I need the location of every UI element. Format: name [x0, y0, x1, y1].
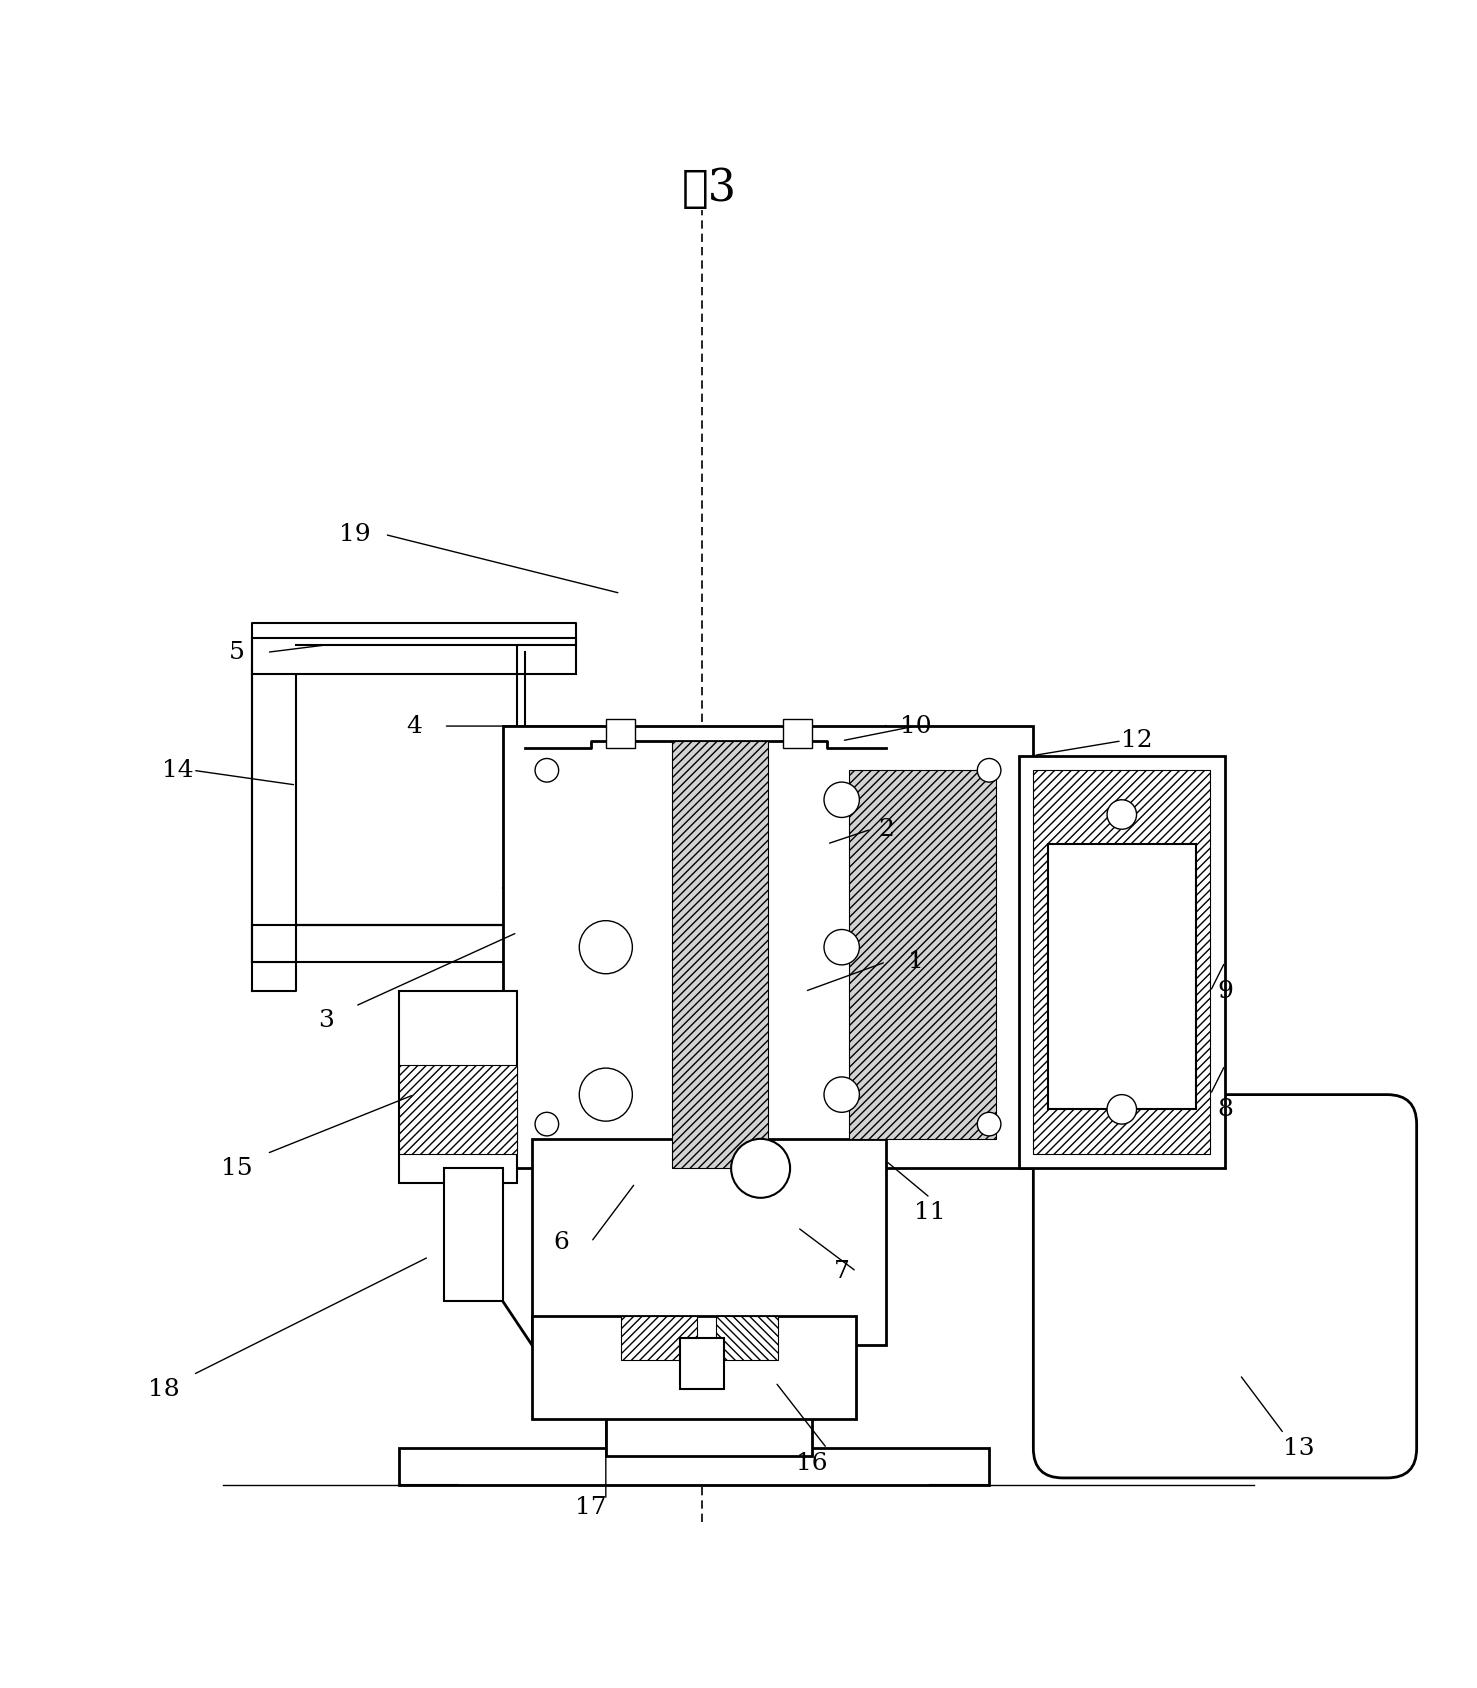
Bar [532, 1139, 886, 1345]
Bar [672, 741, 768, 1168]
Text: 18: 18 [148, 1377, 179, 1401]
Text: 15: 15 [222, 1156, 253, 1180]
Text: 19: 19 [340, 523, 371, 545]
Text: 13: 13 [1284, 1436, 1315, 1460]
Text: 9: 9 [1217, 981, 1233, 1003]
Text: 8: 8 [1217, 1097, 1233, 1121]
Bar [399, 1448, 990, 1485]
Circle shape [978, 1112, 1001, 1136]
Circle shape [579, 920, 632, 974]
Text: 16: 16 [796, 1452, 829, 1475]
Circle shape [535, 1112, 558, 1136]
Circle shape [579, 1069, 632, 1121]
Bar [443, 1168, 502, 1301]
Text: 17: 17 [575, 1496, 607, 1519]
Bar [606, 1411, 812, 1455]
Text: 4: 4 [406, 714, 422, 738]
Bar [849, 770, 997, 1139]
Bar [502, 726, 1034, 1168]
Text: 7: 7 [833, 1259, 849, 1283]
Bar [253, 638, 576, 675]
Bar [1019, 756, 1224, 1168]
Bar [716, 1315, 778, 1361]
Bar [253, 925, 576, 962]
Bar [532, 1315, 857, 1420]
Text: 14: 14 [162, 760, 193, 782]
Bar [399, 991, 517, 1183]
Text: 2: 2 [877, 817, 894, 841]
Circle shape [535, 758, 558, 782]
Bar [783, 719, 812, 748]
Bar [613, 741, 805, 1448]
Bar [620, 1315, 697, 1361]
Text: 3: 3 [318, 1009, 334, 1033]
Text: 11: 11 [914, 1202, 945, 1224]
Circle shape [978, 758, 1001, 782]
Text: 图3: 图3 [681, 167, 737, 209]
Circle shape [824, 782, 860, 817]
Circle shape [731, 1139, 790, 1198]
Circle shape [824, 930, 860, 966]
Bar [399, 1065, 517, 1153]
Text: 10: 10 [899, 714, 931, 738]
Bar [606, 719, 635, 748]
Text: 6: 6 [554, 1231, 570, 1254]
Text: 5: 5 [229, 641, 245, 663]
Bar [1034, 770, 1210, 1153]
Circle shape [1108, 1094, 1136, 1124]
FancyBboxPatch shape [1034, 1094, 1416, 1479]
Bar [1049, 844, 1195, 1109]
Bar [679, 1339, 724, 1389]
Text: 12: 12 [1121, 729, 1152, 753]
Bar [253, 667, 297, 962]
Circle shape [1108, 800, 1136, 829]
Circle shape [824, 1077, 860, 1112]
Text: 1: 1 [907, 950, 923, 974]
